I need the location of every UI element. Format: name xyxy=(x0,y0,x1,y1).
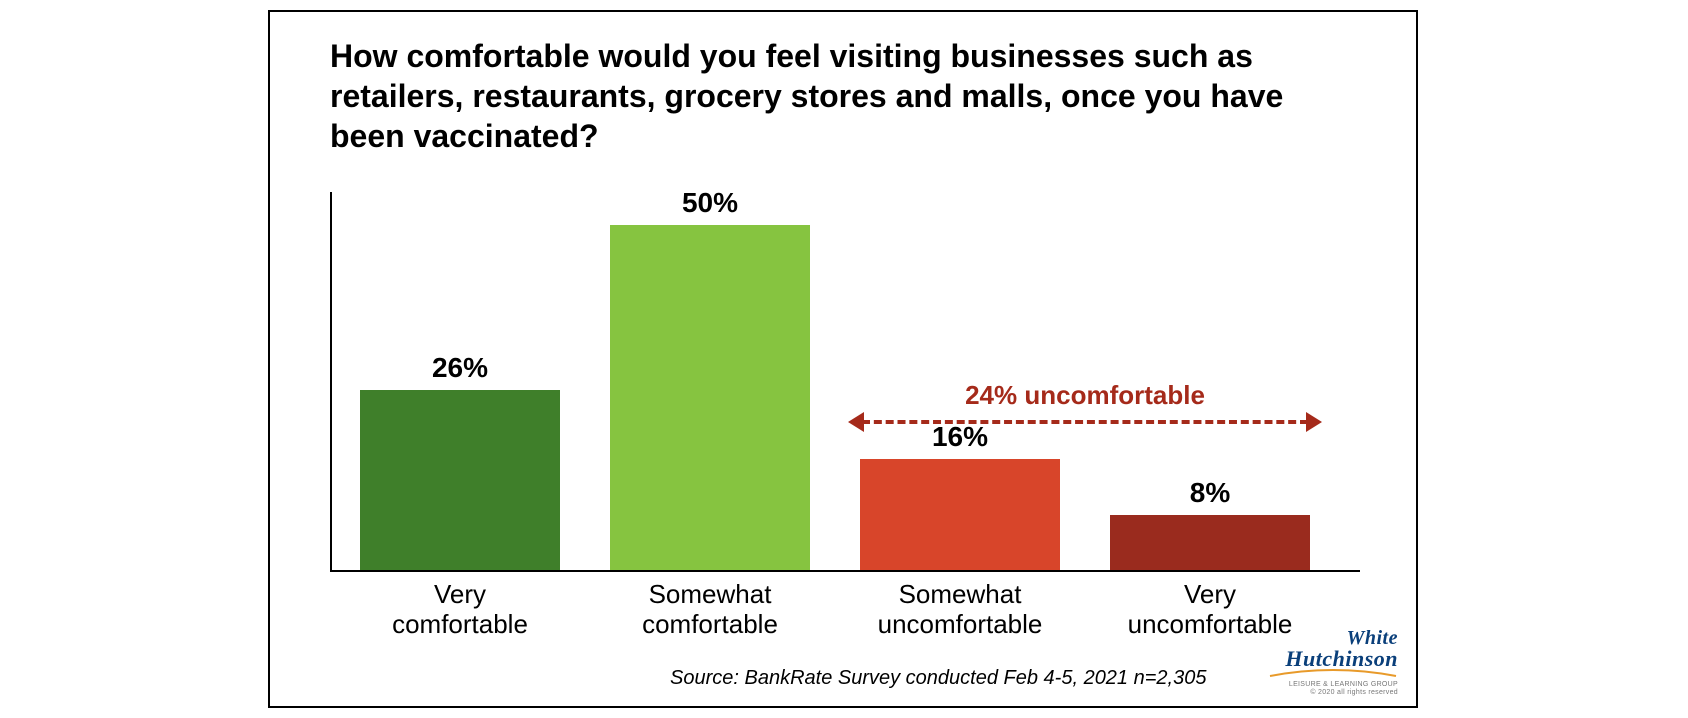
bar-value-label-2: 16% xyxy=(850,421,1070,453)
x-axis xyxy=(330,570,1360,572)
bar-1 xyxy=(610,225,810,570)
y-axis xyxy=(330,192,332,572)
bar-value-label-0: 26% xyxy=(350,352,570,384)
category-label-1: Somewhatcomfortable xyxy=(600,580,820,640)
chart-source: Source: BankRate Survey conducted Feb 4-… xyxy=(670,667,1206,690)
brand-logo-line2: Hutchinson xyxy=(1268,648,1398,670)
brand-logo-copyright: © 2020 all rights reserved xyxy=(1268,689,1398,696)
chart-title: How comfortable would you feel visiting … xyxy=(330,36,1340,156)
chart-plot-area: 26%Verycomfortable50%Somewhatcomfortable… xyxy=(330,192,1360,572)
brand-logo: White Hutchinson LEISURE & LEARNING GROU… xyxy=(1268,628,1398,696)
bar-value-label-3: 8% xyxy=(1100,477,1320,509)
bar-2 xyxy=(860,459,1060,570)
bar-value-label-1: 50% xyxy=(600,187,820,219)
brand-logo-tagline: LEISURE & LEARNING GROUP xyxy=(1268,681,1398,688)
annotation-label: 24% uncomfortable xyxy=(852,380,1318,411)
bar-3 xyxy=(1110,515,1310,570)
brand-logo-line1: White xyxy=(1268,628,1398,648)
category-label-2: Somewhatuncomfortable xyxy=(850,580,1070,640)
chart-frame: How comfortable would you feel visiting … xyxy=(268,10,1418,708)
bar-0 xyxy=(360,390,560,570)
category-label-0: Verycomfortable xyxy=(350,580,570,640)
